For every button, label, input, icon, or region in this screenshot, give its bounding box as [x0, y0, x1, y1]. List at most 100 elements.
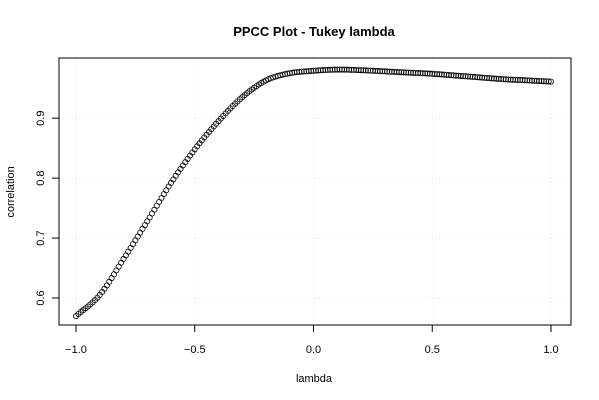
- data-point: [517, 77, 524, 84]
- data-point: [521, 77, 528, 84]
- data-point: [395, 69, 402, 76]
- data-point: [341, 66, 348, 73]
- plot-frame: [58, 57, 572, 326]
- data-point: [163, 187, 170, 194]
- data-point: [433, 71, 440, 78]
- data-point: [153, 202, 160, 209]
- data-point: [141, 222, 148, 229]
- data-point: [431, 70, 438, 77]
- data-point: [445, 72, 452, 79]
- data-point: [336, 66, 343, 73]
- y-tick-label-0: 0.6: [35, 290, 47, 305]
- chart-title: PPCC Plot - Tukey lambda: [233, 24, 395, 39]
- data-point: [329, 66, 336, 73]
- data-point: [414, 70, 421, 77]
- data-point: [464, 73, 471, 80]
- data-point: [122, 252, 129, 259]
- data-point: [300, 68, 307, 75]
- data-point: [417, 70, 424, 77]
- y-axis-label: correlation: [5, 166, 17, 217]
- data-point: [452, 72, 459, 79]
- data-point: [111, 271, 118, 278]
- data-point: [412, 69, 419, 76]
- data-point: [376, 68, 383, 75]
- data-point: [386, 68, 393, 75]
- data-point: [308, 67, 315, 74]
- data-point: [137, 229, 144, 236]
- data-point: [381, 68, 388, 75]
- data-point: [450, 72, 457, 79]
- data-point: [483, 74, 490, 81]
- data-point: [405, 69, 412, 76]
- data-point: [372, 67, 379, 74]
- data-point: [533, 77, 540, 84]
- data-point: [462, 73, 469, 80]
- data-point: [120, 256, 127, 263]
- data-point: [476, 74, 483, 81]
- data-point: [156, 198, 163, 205]
- data-point: [350, 66, 357, 73]
- data-point: [151, 206, 158, 213]
- data-point: [379, 68, 386, 75]
- data-point: [343, 66, 350, 73]
- data-point: [319, 67, 326, 74]
- data-point: [441, 71, 448, 78]
- data-point: [509, 76, 516, 83]
- data-point: [403, 69, 410, 76]
- data-point: [426, 70, 433, 77]
- data-point: [158, 194, 165, 201]
- data-point: [334, 66, 341, 73]
- data-point: [519, 77, 526, 84]
- data-point: [524, 77, 531, 84]
- data-point: [505, 76, 512, 83]
- data-point: [367, 67, 374, 74]
- data-point: [127, 244, 134, 251]
- data-point: [474, 74, 481, 81]
- data-point: [457, 72, 464, 79]
- data-point: [118, 259, 125, 266]
- data-point: [481, 74, 488, 81]
- data-point: [312, 67, 319, 74]
- data-point: [305, 68, 312, 75]
- data-point: [438, 71, 445, 78]
- data-point: [538, 78, 545, 85]
- x-tick-label-1: −0.5: [184, 344, 206, 356]
- data-point: [398, 69, 405, 76]
- y-axis: 0.6 0.7 0.8 0.9: [35, 111, 60, 306]
- data-point: [148, 210, 155, 217]
- x-tick-label-4: 1.0: [543, 344, 558, 356]
- x-tick-label-2: 0.0: [306, 344, 321, 356]
- data-point: [129, 241, 136, 248]
- y-tick-label-2: 0.8: [35, 170, 47, 185]
- data-point: [424, 70, 431, 77]
- data-point: [493, 75, 500, 82]
- data-point: [500, 76, 507, 83]
- x-tick-label-0: −1.0: [65, 344, 87, 356]
- data-point: [479, 74, 486, 81]
- data-point: [134, 233, 141, 240]
- data-point: [310, 67, 317, 74]
- data-point: [365, 67, 372, 74]
- x-axis: −1.0 −0.5 0.0 0.5 1.0: [65, 324, 559, 356]
- grid-lines: [59, 58, 571, 325]
- data-point: [357, 67, 364, 74]
- data-points: [73, 66, 555, 319]
- y-tick-label-1: 0.7: [35, 230, 47, 245]
- data-point: [324, 66, 331, 73]
- data-point: [495, 75, 502, 82]
- data-point: [540, 78, 547, 85]
- data-point: [338, 66, 345, 73]
- data-point: [514, 76, 521, 83]
- data-point: [317, 67, 324, 74]
- data-point: [362, 67, 369, 74]
- data-point: [160, 191, 167, 198]
- data-point: [303, 68, 310, 75]
- data-point: [391, 68, 398, 75]
- data-point: [374, 68, 381, 75]
- data-point: [543, 78, 550, 85]
- data-point: [388, 68, 395, 75]
- data-point: [460, 73, 467, 80]
- data-point: [490, 75, 497, 82]
- data-point: [139, 225, 146, 232]
